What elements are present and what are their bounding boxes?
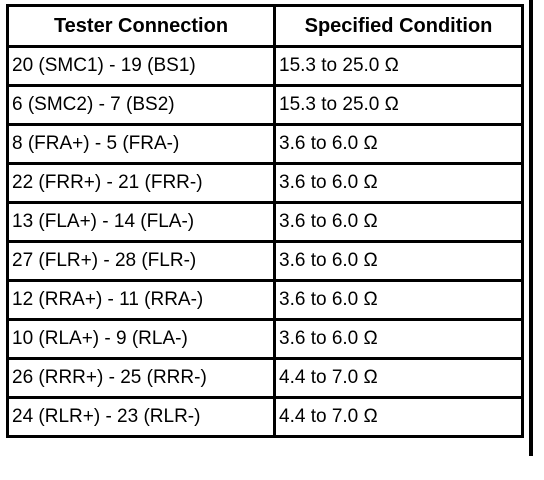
condition-cell: 3.6 to 6.0 Ω (273, 123, 524, 165)
connection-cell: 27 (FLR+) - 28 (FLR-) (6, 240, 276, 282)
table-row: 27 (FLR+) - 28 (FLR-) 3.6 to 6.0 Ω (6, 240, 524, 282)
table-row: 22 (FRR+) - 21 (FRR-) 3.6 to 6.0 Ω (6, 162, 524, 204)
condition-cell: 15.3 to 25.0 Ω (273, 45, 524, 87)
header-cell: Specified Condition (273, 4, 524, 48)
connection-cell: 26 (RRR+) - 25 (RRR-) (6, 357, 276, 399)
table-row: 20 (SMC1) - 19 (BS1) 15.3 to 25.0 Ω (6, 45, 524, 87)
spec-table: Tester Connection Specified Condition 20… (6, 4, 524, 438)
connection-cell: 12 (RRA+) - 11 (RRA-) (6, 279, 276, 321)
table-row: 26 (RRR+) - 25 (RRR-) 4.4 to 7.0 Ω (6, 357, 524, 399)
condition-cell: 4.4 to 7.0 Ω (273, 357, 524, 399)
table-row: 12 (RRA+) - 11 (RRA-) 3.6 to 6.0 Ω (6, 279, 524, 321)
edge-bar (529, 0, 533, 456)
condition-cell: 3.6 to 6.0 Ω (273, 240, 524, 282)
condition-cell: 3.6 to 6.0 Ω (273, 201, 524, 243)
connection-cell: 22 (FRR+) - 21 (FRR-) (6, 162, 276, 204)
header-row: Tester Connection Specified Condition (6, 4, 524, 48)
condition-cell: 4.4 to 7.0 Ω (273, 396, 524, 438)
connection-cell: 6 (SMC2) - 7 (BS2) (6, 84, 276, 126)
connection-cell: 24 (RLR+) - 23 (RLR-) (6, 396, 276, 438)
condition-cell: 3.6 to 6.0 Ω (273, 318, 524, 360)
condition-cell: 3.6 to 6.0 Ω (273, 279, 524, 321)
connection-cell: 10 (RLA+) - 9 (RLA-) (6, 318, 276, 360)
condition-cell: 15.3 to 25.0 Ω (273, 84, 524, 126)
connection-cell: 20 (SMC1) - 19 (BS1) (6, 45, 276, 87)
header-cell: Tester Connection (6, 4, 276, 48)
connection-cell: 8 (FRA+) - 5 (FRA-) (6, 123, 276, 165)
connection-cell: 13 (FLA+) - 14 (FLA-) (6, 201, 276, 243)
table-row: 6 (SMC2) - 7 (BS2) 15.3 to 25.0 Ω (6, 84, 524, 126)
table-row: 24 (RLR+) - 23 (RLR-) 4.4 to 7.0 Ω (6, 396, 524, 438)
table-row: 10 (RLA+) - 9 (RLA-) 3.6 to 6.0 Ω (6, 318, 524, 360)
table-row: 13 (FLA+) - 14 (FLA-) 3.6 to 6.0 Ω (6, 201, 524, 243)
condition-cell: 3.6 to 6.0 Ω (273, 162, 524, 204)
table-row: 8 (FRA+) - 5 (FRA-) 3.6 to 6.0 Ω (6, 123, 524, 165)
